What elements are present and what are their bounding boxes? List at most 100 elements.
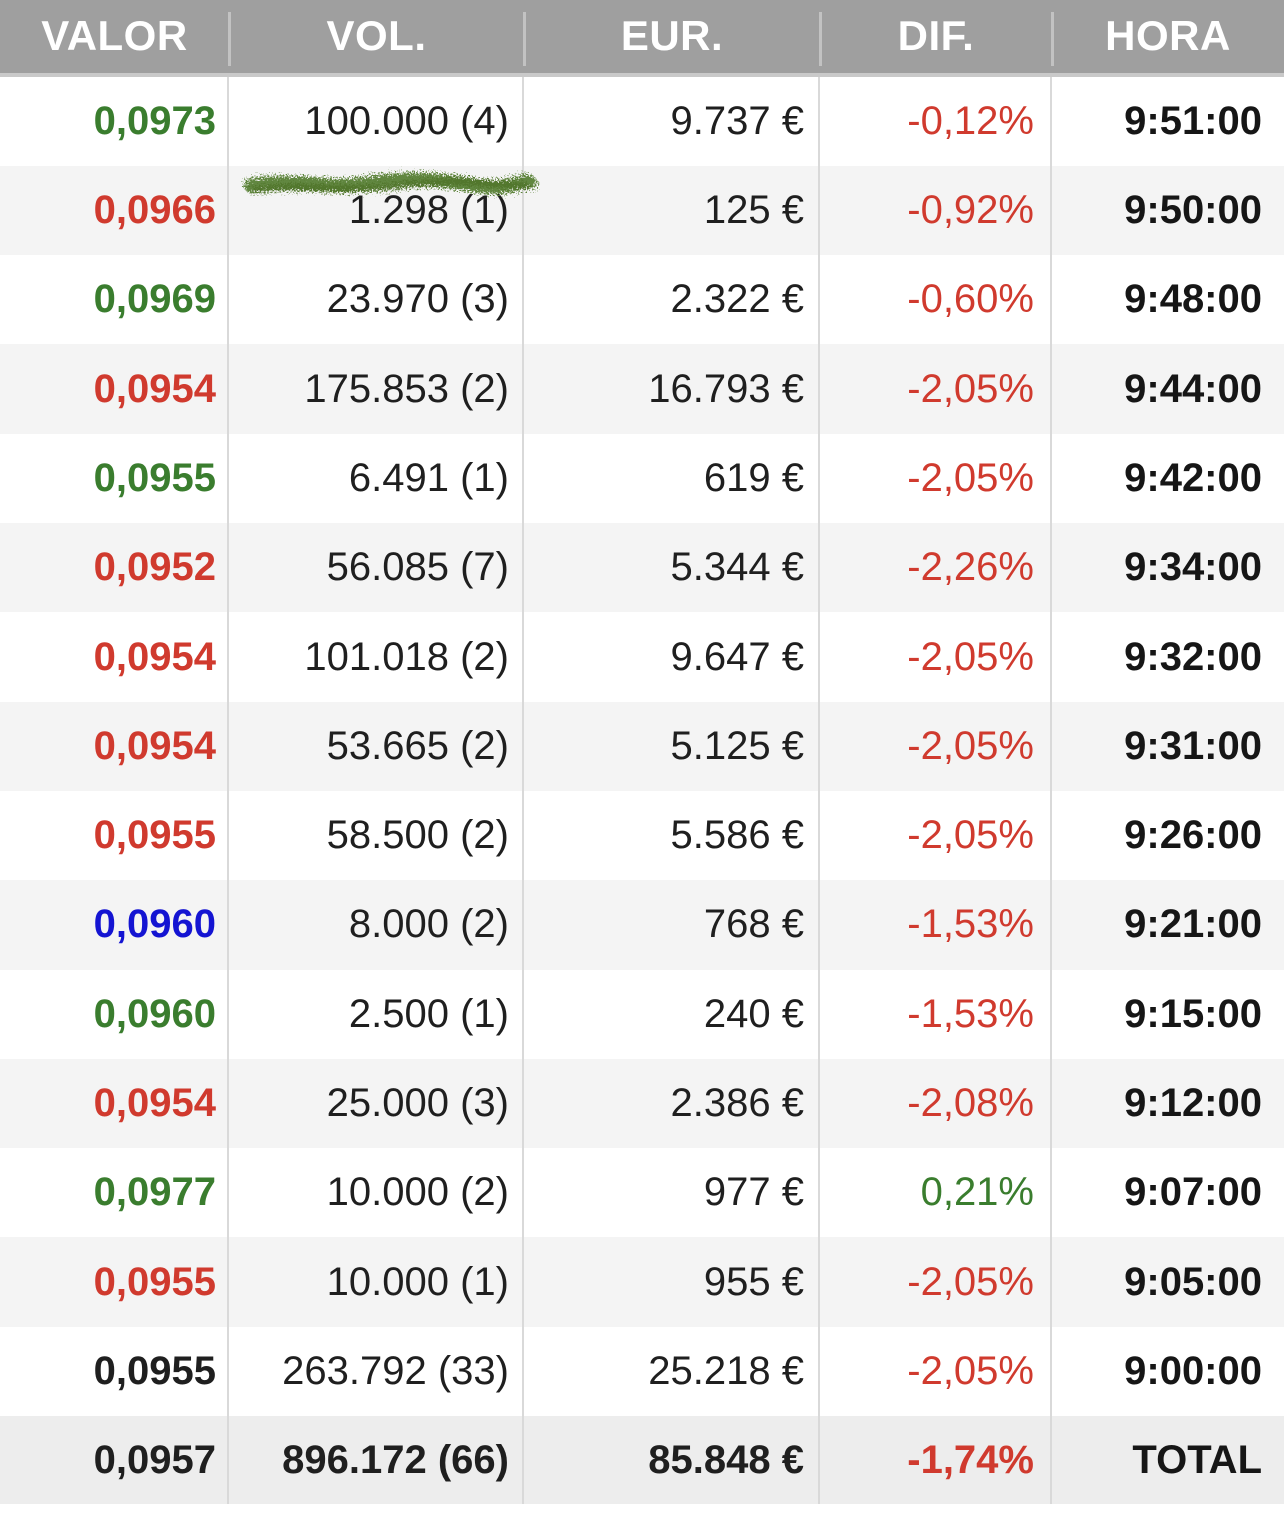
diff-cell: 0,21% — [820, 1148, 1052, 1238]
table-row: 0,0954 53.665 (2) 5.125 € -2,05% 9:31:00 — [0, 701, 1284, 791]
time-cell: 9:48:00 — [1124, 277, 1262, 322]
total-label-cell: TOTAL — [1132, 1437, 1262, 1482]
total-row: 0,0957 896.172 (66) 85.848 € -1,74% TOTA… — [0, 1416, 1284, 1505]
time-cell: 9:44:00 — [1124, 366, 1262, 411]
diff-cell: -2,05% — [820, 612, 1052, 702]
volume-cell: 53.665 (2) — [229, 701, 524, 791]
euro-cell: 768 € — [524, 880, 820, 970]
time-cell: 9:21:00 — [1124, 902, 1262, 947]
valor-cell: 0,0966 — [0, 165, 229, 256]
total-valor-cell: 0,0957 — [0, 1416, 229, 1505]
euro-cell: 955 € — [524, 1237, 820, 1327]
column-header-hora: HORA — [1051, 0, 1284, 73]
column-header-valor: VALOR — [41, 12, 188, 60]
time-cell: 9:07:00 — [1124, 1170, 1262, 1215]
diff-cell: -2,26% — [820, 523, 1052, 613]
column-header-dif: DIF. — [819, 0, 1052, 73]
diff-cell: -2,05% — [820, 701, 1052, 791]
volume-cell: 6.491 (1) — [229, 433, 524, 524]
total-volume-cell: 896.172 (66) — [229, 1416, 524, 1505]
table-row: 0,0973 100.000 (4) 9.737 € -0,12% 9:51:0… — [0, 76, 1284, 166]
table-row: 0,0954 25.000 (3) 2.386 € -2,08% 9:12:00 — [0, 1058, 1284, 1149]
volume-cell: 100.000 (4) — [229, 76, 524, 166]
euro-cell: 16.793 € — [524, 344, 820, 434]
table-row: 0,0960 8.000 (2) 768 € -1,53% 9:21:00 — [0, 880, 1284, 970]
valor-cell: 0,0960 — [0, 969, 229, 1059]
diff-cell: -2,05% — [820, 433, 1052, 524]
time-cell: 9:00:00 — [1124, 1348, 1262, 1393]
euro-cell: 619 € — [524, 433, 820, 524]
diff-cell: -0,92% — [820, 165, 1052, 256]
volume-cell: 58.500 (2) — [229, 790, 524, 881]
table-row: 0,0966 1.298 (1) 125 € -0,92% 9:50:00 — [0, 165, 1284, 256]
valor-cell: 0,0955 — [0, 790, 229, 881]
valor-cell: 0,0960 — [0, 880, 229, 970]
euro-cell: 5.586 € — [524, 790, 820, 881]
volume-cell: 2.500 (1) — [229, 969, 524, 1059]
valor-cell: 0,0952 — [0, 523, 229, 613]
euro-cell: 9.647 € — [524, 612, 820, 702]
table-row: 0,0955 10.000 (1) 955 € -2,05% 9:05:00 — [0, 1237, 1284, 1327]
table-body: 0,0973 100.000 (4) 9.737 € -0,12% 9:51:0… — [0, 76, 1284, 1505]
euro-cell: 240 € — [524, 969, 820, 1059]
diff-cell: -0,60% — [820, 255, 1052, 345]
table-row: 0,0954 101.018 (2) 9.647 € -2,05% 9:32:0… — [0, 612, 1284, 702]
euro-cell: 2.386 € — [524, 1058, 820, 1149]
volume-cell: 101.018 (2) — [229, 612, 524, 702]
volume-cell: 1.298 (1) — [229, 165, 524, 256]
table-row: 0,0977 10.000 (2) 977 € 0,21% 9:07:00 — [0, 1148, 1284, 1238]
table-row: 0,0955 263.792 (33) 25.218 € -2,05% 9:00… — [0, 1326, 1284, 1417]
volume-cell: 56.085 (7) — [229, 523, 524, 613]
valor-cell: 0,0973 — [0, 76, 229, 166]
valor-cell: 0,0955 — [0, 1237, 229, 1327]
diff-cell: -2,05% — [820, 344, 1052, 434]
volume-cell: 10.000 (2) — [229, 1148, 524, 1238]
valor-cell: 0,0977 — [0, 1148, 229, 1238]
table-row: 0,0960 2.500 (1) 240 € -1,53% 9:15:00 — [0, 969, 1284, 1059]
volume-cell: 10.000 (1) — [229, 1237, 524, 1327]
euro-cell: 9.737 € — [524, 76, 820, 166]
time-cell: 9:51:00 — [1124, 98, 1262, 143]
table-row: 0,0952 56.085 (7) 5.344 € -2,26% 9:34:00 — [0, 523, 1284, 613]
euro-cell: 5.344 € — [524, 523, 820, 613]
time-cell: 9:26:00 — [1124, 813, 1262, 858]
diff-cell: -2,05% — [820, 790, 1052, 881]
euro-cell: 125 € — [524, 165, 820, 256]
time-cell: 9:15:00 — [1124, 991, 1262, 1036]
total-euro-cell: 85.848 € — [524, 1416, 820, 1505]
table-header-row: VALOR VOL. EUR. DIF. HORA — [0, 0, 1284, 77]
valor-cell: 0,0955 — [0, 1326, 229, 1417]
valor-cell: 0,0969 — [0, 255, 229, 345]
euro-cell: 977 € — [524, 1148, 820, 1238]
volume-cell: 263.792 (33) — [229, 1326, 524, 1417]
volume-cell: 175.853 (2) — [229, 344, 524, 434]
time-cell: 9:50:00 — [1124, 188, 1262, 233]
valor-cell: 0,0954 — [0, 1058, 229, 1149]
time-cell: 9:31:00 — [1124, 723, 1262, 768]
table-row: 0,0955 58.500 (2) 5.586 € -2,05% 9:26:00 — [0, 790, 1284, 881]
volume-cell: 8.000 (2) — [229, 880, 524, 970]
time-cell: 9:34:00 — [1124, 545, 1262, 590]
diff-cell: -1,53% — [820, 880, 1052, 970]
diff-cell: -2,05% — [820, 1237, 1052, 1327]
valor-cell: 0,0954 — [0, 344, 229, 434]
column-header-vol: VOL. — [228, 0, 524, 73]
volume-cell: 25.000 (3) — [229, 1058, 524, 1149]
valor-cell: 0,0955 — [0, 433, 229, 524]
time-cell: 9:12:00 — [1124, 1080, 1262, 1125]
diff-cell: -2,08% — [820, 1058, 1052, 1149]
euro-cell: 2.322 € — [524, 255, 820, 345]
column-header-eur: EUR. — [523, 0, 820, 73]
diff-cell: -2,05% — [820, 1326, 1052, 1417]
valor-cell: 0,0954 — [0, 612, 229, 702]
time-cell: 9:42:00 — [1124, 455, 1262, 500]
euro-cell: 5.125 € — [524, 701, 820, 791]
total-diff-cell: -1,74% — [820, 1416, 1052, 1505]
diff-cell: -0,12% — [820, 76, 1052, 166]
time-cell: 9:05:00 — [1124, 1259, 1262, 1304]
euro-cell: 25.218 € — [524, 1326, 820, 1417]
table-row: 0,0955 6.491 (1) 619 € -2,05% 9:42:00 — [0, 433, 1284, 524]
bottom-gap — [0, 1504, 1284, 1513]
volume-cell: 23.970 (3) — [229, 255, 524, 345]
